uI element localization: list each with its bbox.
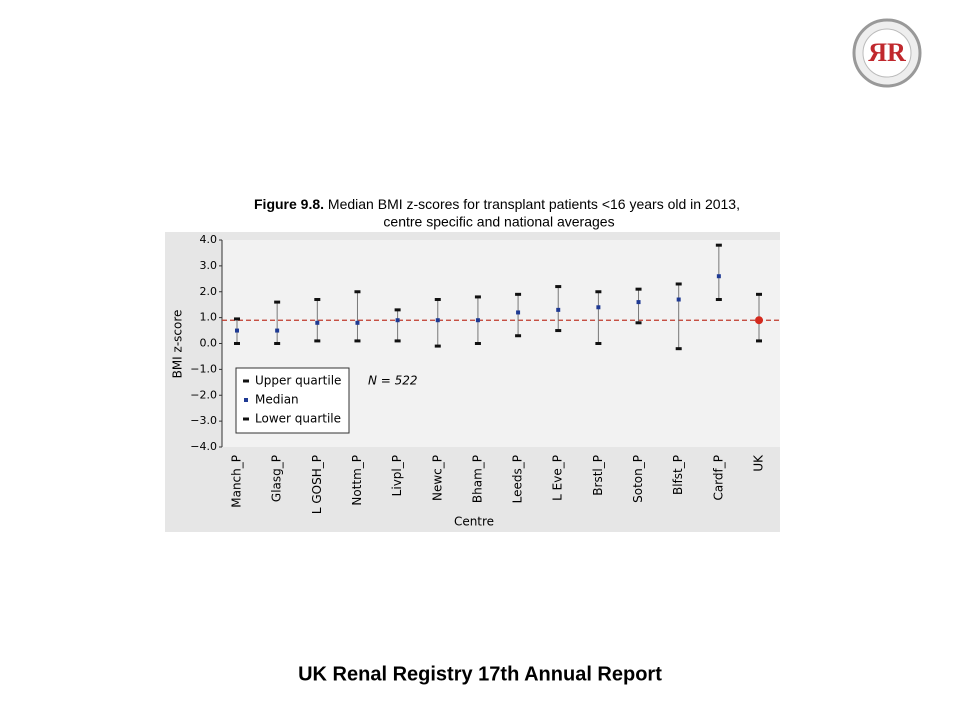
upper-quartile — [314, 298, 321, 302]
x-tick-label: Leeds_P — [511, 455, 525, 503]
title-text: Median BMI z-scores for transplant patie… — [328, 196, 740, 212]
y-tick-label: −3.0 — [190, 414, 217, 427]
x-tick-label: Nottm_P — [350, 455, 364, 506]
median — [556, 307, 561, 312]
lower-quartile — [675, 347, 682, 351]
lower-quartile — [354, 339, 361, 343]
lower-quartile — [274, 342, 281, 345]
lower-quartile — [515, 334, 522, 338]
lower-quartile — [394, 339, 401, 343]
median — [275, 328, 280, 333]
legend-box — [235, 367, 350, 434]
median — [596, 305, 601, 310]
lower-quartile — [595, 342, 602, 345]
lower-quartile — [314, 339, 321, 343]
y-axis-title: BMI z-score — [171, 310, 185, 379]
median — [676, 297, 681, 302]
upper-quartile — [274, 300, 281, 304]
x-tick-label: Bham_P — [470, 455, 484, 503]
upper-quartile — [595, 290, 602, 294]
upper-quartile — [756, 292, 762, 296]
median — [315, 320, 320, 325]
y-tick-label: 0.0 — [200, 337, 218, 350]
median — [235, 328, 239, 333]
upper-quartile — [394, 308, 401, 312]
legend-swatch — [243, 417, 249, 421]
median — [516, 310, 521, 315]
legend-label: Median — [255, 393, 299, 407]
y-tick-label: 1.0 — [200, 311, 218, 324]
lower-quartile — [555, 329, 562, 333]
logo-text: ЯR — [868, 38, 906, 67]
lower-quartile — [234, 342, 240, 345]
y-tick-label: 4.0 — [200, 233, 218, 246]
upper-quartile — [474, 295, 481, 299]
x-tick-label: Livpl_P — [390, 455, 404, 496]
upper-quartile — [515, 292, 522, 296]
title-bold: Figure 9.8. — [254, 196, 324, 212]
median — [435, 318, 440, 323]
annotation: N = 522 — [368, 374, 418, 388]
upper-quartile — [675, 282, 682, 286]
lower-quartile — [474, 342, 481, 345]
y-tick-label: 3.0 — [200, 259, 218, 272]
y-tick-label: −2.0 — [190, 388, 217, 401]
x-tick-label: Brstl_P — [591, 455, 605, 496]
logo-inner — [862, 28, 912, 78]
lower-quartile — [635, 321, 642, 325]
x-axis-title: Centre — [454, 515, 494, 529]
median — [755, 316, 763, 325]
legend-swatch — [244, 398, 248, 402]
y-tick-label: −4.0 — [190, 440, 217, 453]
median — [716, 274, 721, 279]
upper-quartile — [354, 290, 361, 294]
upper-quartile — [234, 317, 240, 321]
lower-quartile — [434, 344, 441, 348]
median — [475, 318, 480, 323]
lower-quartile — [756, 339, 762, 343]
x-tick-label: Newc_P — [430, 455, 444, 501]
x-tick-label: Blfst_P — [671, 455, 685, 495]
x-tick-label: UK — [752, 454, 766, 472]
legend-swatch — [243, 379, 249, 383]
upper-quartile — [555, 285, 562, 289]
median — [355, 320, 360, 325]
median — [395, 318, 400, 323]
x-tick-label: Soton_P — [631, 455, 645, 503]
footer: UK Renal Registry 17th Annual Report — [298, 663, 662, 685]
y-tick-label: −1.0 — [190, 362, 217, 375]
chart-subtitle: centre specific and national averages — [383, 214, 614, 230]
y-tick-label: 2.0 — [200, 285, 218, 298]
x-tick-label: Manch_P — [230, 455, 244, 508]
upper-quartile — [715, 243, 722, 247]
upper-quartile — [635, 287, 642, 291]
logo: ЯR — [852, 18, 922, 88]
x-tick-label: L Eve_P — [551, 455, 565, 501]
x-tick-label: Cardf_P — [711, 455, 725, 501]
legend: Upper quartile Median Lower quartile — [235, 367, 350, 434]
x-tick-label: L GOSH_P — [310, 455, 324, 514]
median — [636, 300, 641, 305]
lower-quartile — [715, 298, 722, 302]
x-tick-label: Glasg_P — [270, 455, 284, 502]
chart-title: Figure 9.8. Median BMI z-scores for tran… — [254, 196, 740, 212]
legend-label: Upper quartile — [255, 374, 341, 388]
upper-quartile — [434, 298, 441, 302]
legend-label: Lower quartile — [255, 412, 341, 426]
